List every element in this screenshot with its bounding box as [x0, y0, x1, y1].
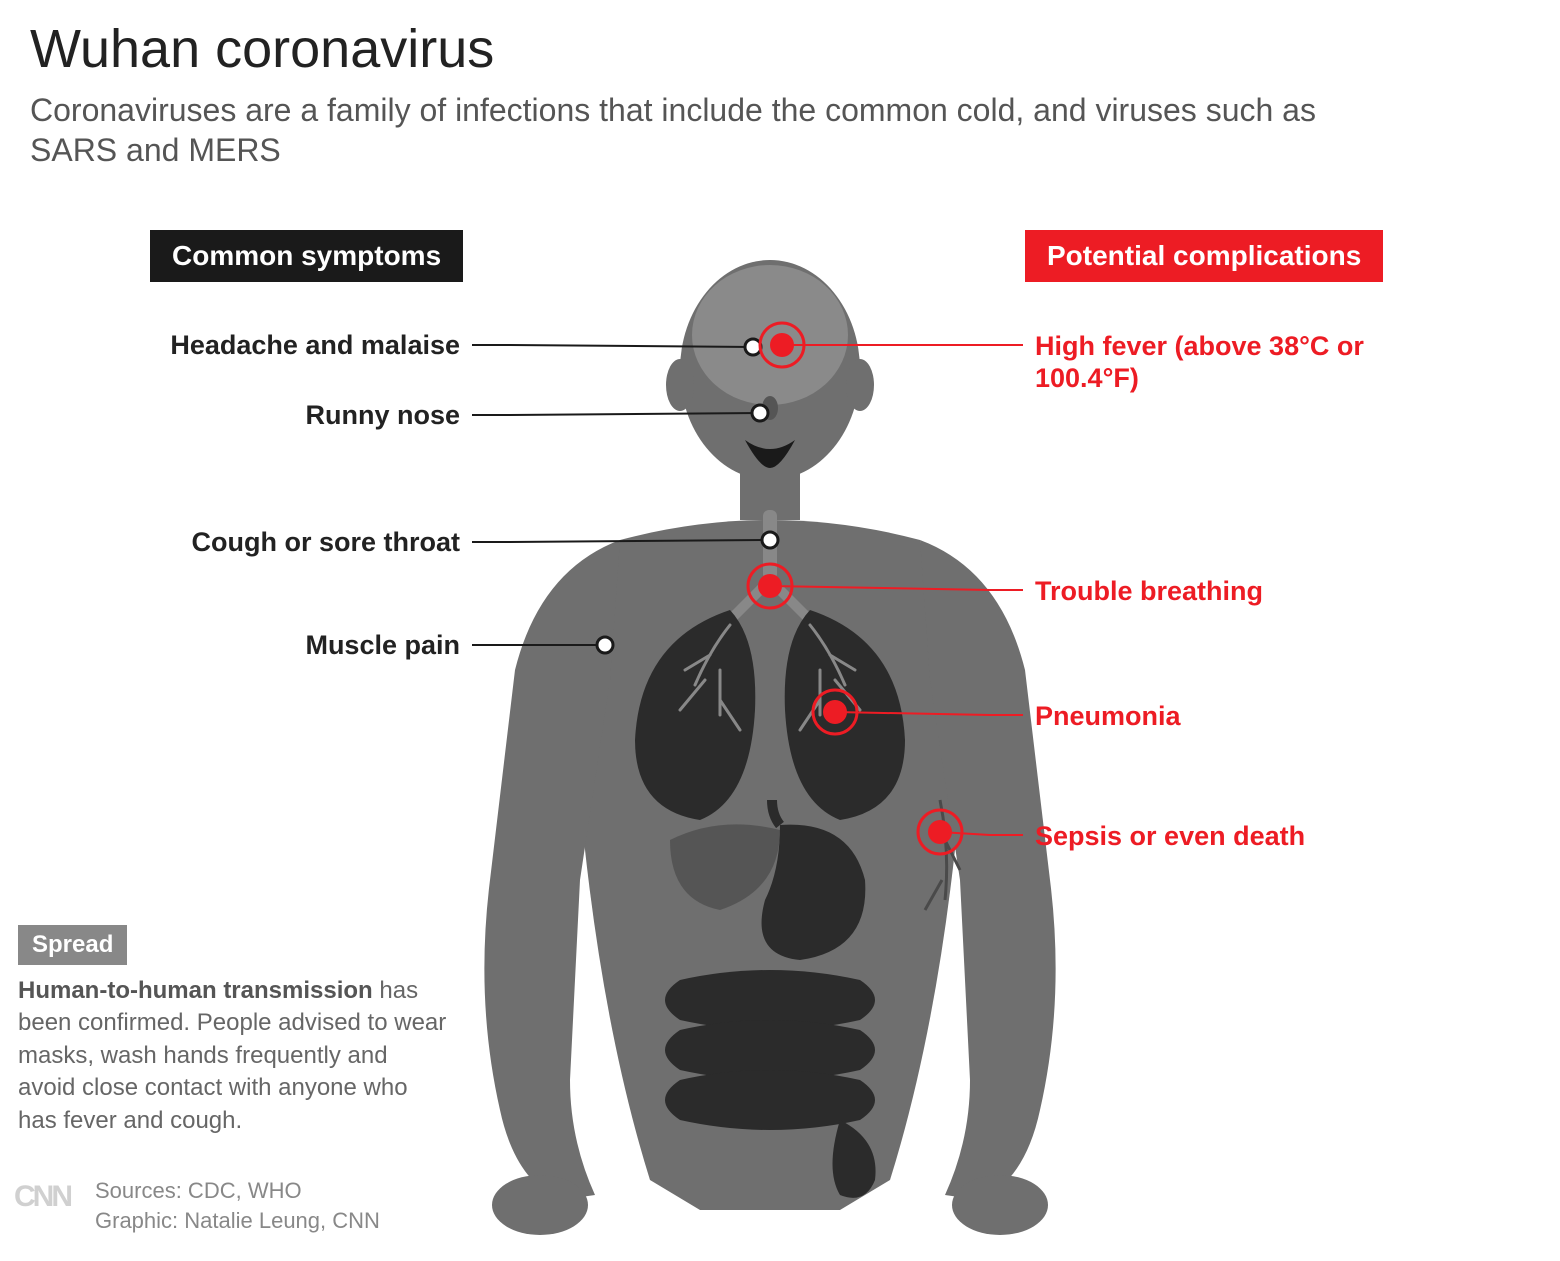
symptom-cough: Cough or sore throat	[192, 527, 461, 558]
spread-header: Spread	[18, 925, 127, 965]
spread-body: Human-to-human transmission has been con…	[18, 975, 448, 1137]
spread-bold: Human-to-human transmission	[18, 977, 373, 1004]
cnn-logo: CNN	[14, 1180, 70, 1214]
complication-high-fever: High fever (above 38°C or 100.4°F)	[1035, 330, 1395, 395]
symptom-headache: Headache and malaise	[170, 330, 460, 361]
symptom-runny-nose: Runny nose	[305, 400, 460, 431]
symptom-muscle-pain: Muscle pain	[305, 630, 460, 661]
footer-sources: Sources: CDC, WHO	[95, 1178, 302, 1204]
complication-sepsis: Sepsis or even death	[1035, 820, 1395, 852]
complication-breathing: Trouble breathing	[1035, 575, 1395, 607]
complication-pneumonia: Pneumonia	[1035, 700, 1395, 732]
footer-credit: Graphic: Natalie Leung, CNN	[95, 1208, 380, 1234]
